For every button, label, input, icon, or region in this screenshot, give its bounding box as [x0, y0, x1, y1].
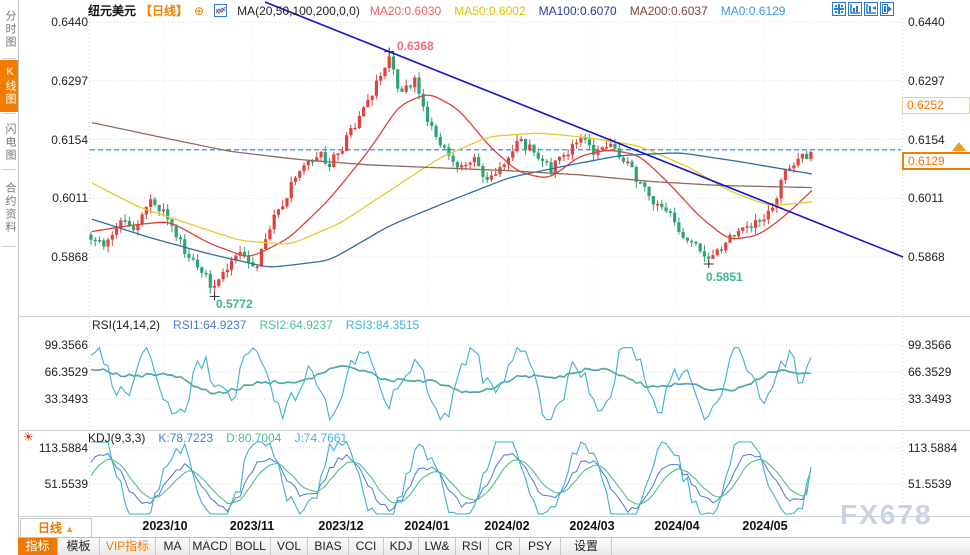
- month-label: 2024/02: [484, 519, 530, 533]
- y-label: 0.5868: [51, 250, 88, 264]
- divider: [2, 246, 16, 247]
- sidebar-item-candlestick[interactable]: K线图: [0, 60, 18, 112]
- month-label: 2024/03: [569, 519, 615, 533]
- tab-ma[interactable]: MA: [156, 538, 190, 555]
- tab-lw[interactable]: LW&: [419, 538, 456, 555]
- ma-settings-label: MA(20,50,100,200,0,0): [237, 3, 360, 18]
- tab-vip-indicator[interactable]: VIP指标: [100, 538, 156, 555]
- divider: [2, 58, 16, 59]
- tab-indicator[interactable]: 指标: [18, 538, 58, 555]
- tab-kdj[interactable]: KDJ: [384, 538, 419, 555]
- chart-mode-sidebar: 分时图 K线图 闪电图 合约资料: [0, 0, 19, 554]
- kdj-y-label: 51.5539: [44, 477, 88, 491]
- divider: [2, 169, 16, 170]
- month-label: 2023/12: [318, 519, 364, 533]
- add-compare-icon[interactable]: ⊕: [194, 3, 205, 18]
- kdj-header: KDJ(9,3,3) K:78.7223 D:80.7004 J:74.7661: [88, 431, 347, 445]
- indicator-settings-icon[interactable]: ☀: [23, 430, 34, 444]
- symbol-name: 纽元美元: [88, 4, 137, 18]
- y-label: 0.6440: [51, 15, 88, 29]
- current-price-tag: 0.6129: [902, 152, 970, 170]
- kdj-y-label: 113.5884: [38, 441, 88, 455]
- indicator-tabbar: 指标 模板 VIP指标 MA MACD BOLL VOL BIAS CCI KD…: [18, 537, 970, 555]
- month-label: 2024/04: [654, 519, 700, 533]
- divider: [2, 113, 16, 114]
- axis-zoom-in-icon[interactable]: [848, 2, 862, 16]
- ma0-value: MA0:0.6129: [720, 3, 786, 18]
- month-label: 2023/10: [142, 519, 188, 533]
- chart-header: 纽元美元 【日线】 ⊕ MA(20,50,100,200,0,0) MA20:0.6…: [88, 2, 785, 19]
- kdj-y-label: 113.5884: [908, 441, 958, 455]
- rsi-y-label: 99.3566: [44, 338, 88, 352]
- rsi-y-label: 99.3566: [908, 338, 952, 352]
- kdj-title: KDJ(9,3,3): [88, 431, 146, 445]
- low-price-annotation: 0.5772: [216, 297, 253, 311]
- y-label: 0.6440: [908, 15, 945, 29]
- kdj-y-label: 51.5539: [908, 477, 952, 491]
- ma-values: MA20:0.6030 MA50:0.6002 MA100:0.6070 MA2…: [370, 4, 786, 18]
- tab-macd[interactable]: MACD: [190, 538, 231, 555]
- ma20-value: MA20:0.6030: [369, 3, 442, 18]
- peak-price-annotation: 0.6368: [397, 39, 434, 53]
- tab-cci[interactable]: CCI: [349, 538, 384, 555]
- rsi-y-label: 66.3529: [908, 365, 952, 379]
- y-label: 0.6154: [51, 133, 88, 147]
- y-label: 0.5868: [908, 250, 945, 264]
- kdj-j-value: J:74.7661: [294, 431, 348, 445]
- rsi-y-label: 33.3493: [908, 392, 952, 406]
- kdj-k-value: K:78.7223: [158, 431, 214, 445]
- rsi-y-label: 66.3529: [44, 365, 88, 379]
- panel-shift-icon[interactable]: [880, 2, 894, 16]
- y-label: 0.6154: [908, 133, 945, 147]
- upper-price-tag: 0.6252: [902, 97, 970, 114]
- period-tag: 【日线】: [140, 4, 189, 18]
- tab-rsi[interactable]: RSI: [456, 538, 489, 555]
- sidebar-item-lightning[interactable]: 闪电图: [4, 122, 16, 162]
- sidebar-item-contract-info[interactable]: 合约资料: [4, 182, 16, 234]
- rsi-y-label: 33.3493: [44, 392, 88, 406]
- month-label: 2024/01: [404, 519, 450, 533]
- tab-bias[interactable]: BIAS: [308, 538, 349, 555]
- month-label: 2024/05: [742, 519, 788, 533]
- tab-settings[interactable]: 设置: [561, 538, 612, 555]
- sidebar-item-timeshare[interactable]: 分时图: [4, 10, 16, 49]
- kdj-d-value: D:80.7004: [226, 431, 282, 445]
- chevron-up-icon: ▲: [65, 524, 75, 534]
- y-label: 0.6297: [908, 74, 945, 88]
- low-price-annotation: 0.5851: [706, 270, 743, 284]
- rsi3-value: RSI3:84.3515: [345, 318, 420, 332]
- rsi2-value: RSI2:64.9237: [259, 318, 333, 332]
- tab-vol[interactable]: VOL: [271, 538, 308, 555]
- tab-cr[interactable]: CR: [489, 538, 520, 555]
- tab-psy[interactable]: PSY: [520, 538, 561, 555]
- rsi1-value: RSI1:64.9237: [173, 318, 247, 332]
- chart-toolbar: [832, 2, 894, 16]
- axis-zoom-out-icon[interactable]: [864, 2, 878, 16]
- y-label: 0.6011: [908, 191, 944, 205]
- crosshair-icon[interactable]: [832, 2, 846, 16]
- y-label: 0.6011: [52, 191, 88, 205]
- month-label: 2023/11: [229, 519, 275, 533]
- ma50-value: MA50:0.6002: [454, 3, 526, 18]
- watermark: FX678: [840, 499, 933, 530]
- chart-style-icon[interactable]: [214, 4, 228, 17]
- rsi-title: RSI(14,14,2): [92, 318, 161, 332]
- ma200-value: MA200:0.6037: [629, 3, 708, 18]
- tab-boll[interactable]: BOLL: [231, 538, 271, 555]
- rsi-header: RSI(14,14,2) RSI1:64.9237 RSI2:64.9237 R…: [92, 318, 419, 332]
- period-selector[interactable]: 日线 ▲: [20, 518, 92, 538]
- time-axis-row: 日线 ▲ 2023/10 2023/11 2023/12 2024/01 202…: [18, 517, 970, 538]
- price-up-arrow-icon: [952, 142, 966, 151]
- ma100-value: MA100:0.6070: [538, 3, 617, 18]
- tab-template[interactable]: 模板: [58, 538, 100, 555]
- y-label: 0.6297: [51, 74, 88, 88]
